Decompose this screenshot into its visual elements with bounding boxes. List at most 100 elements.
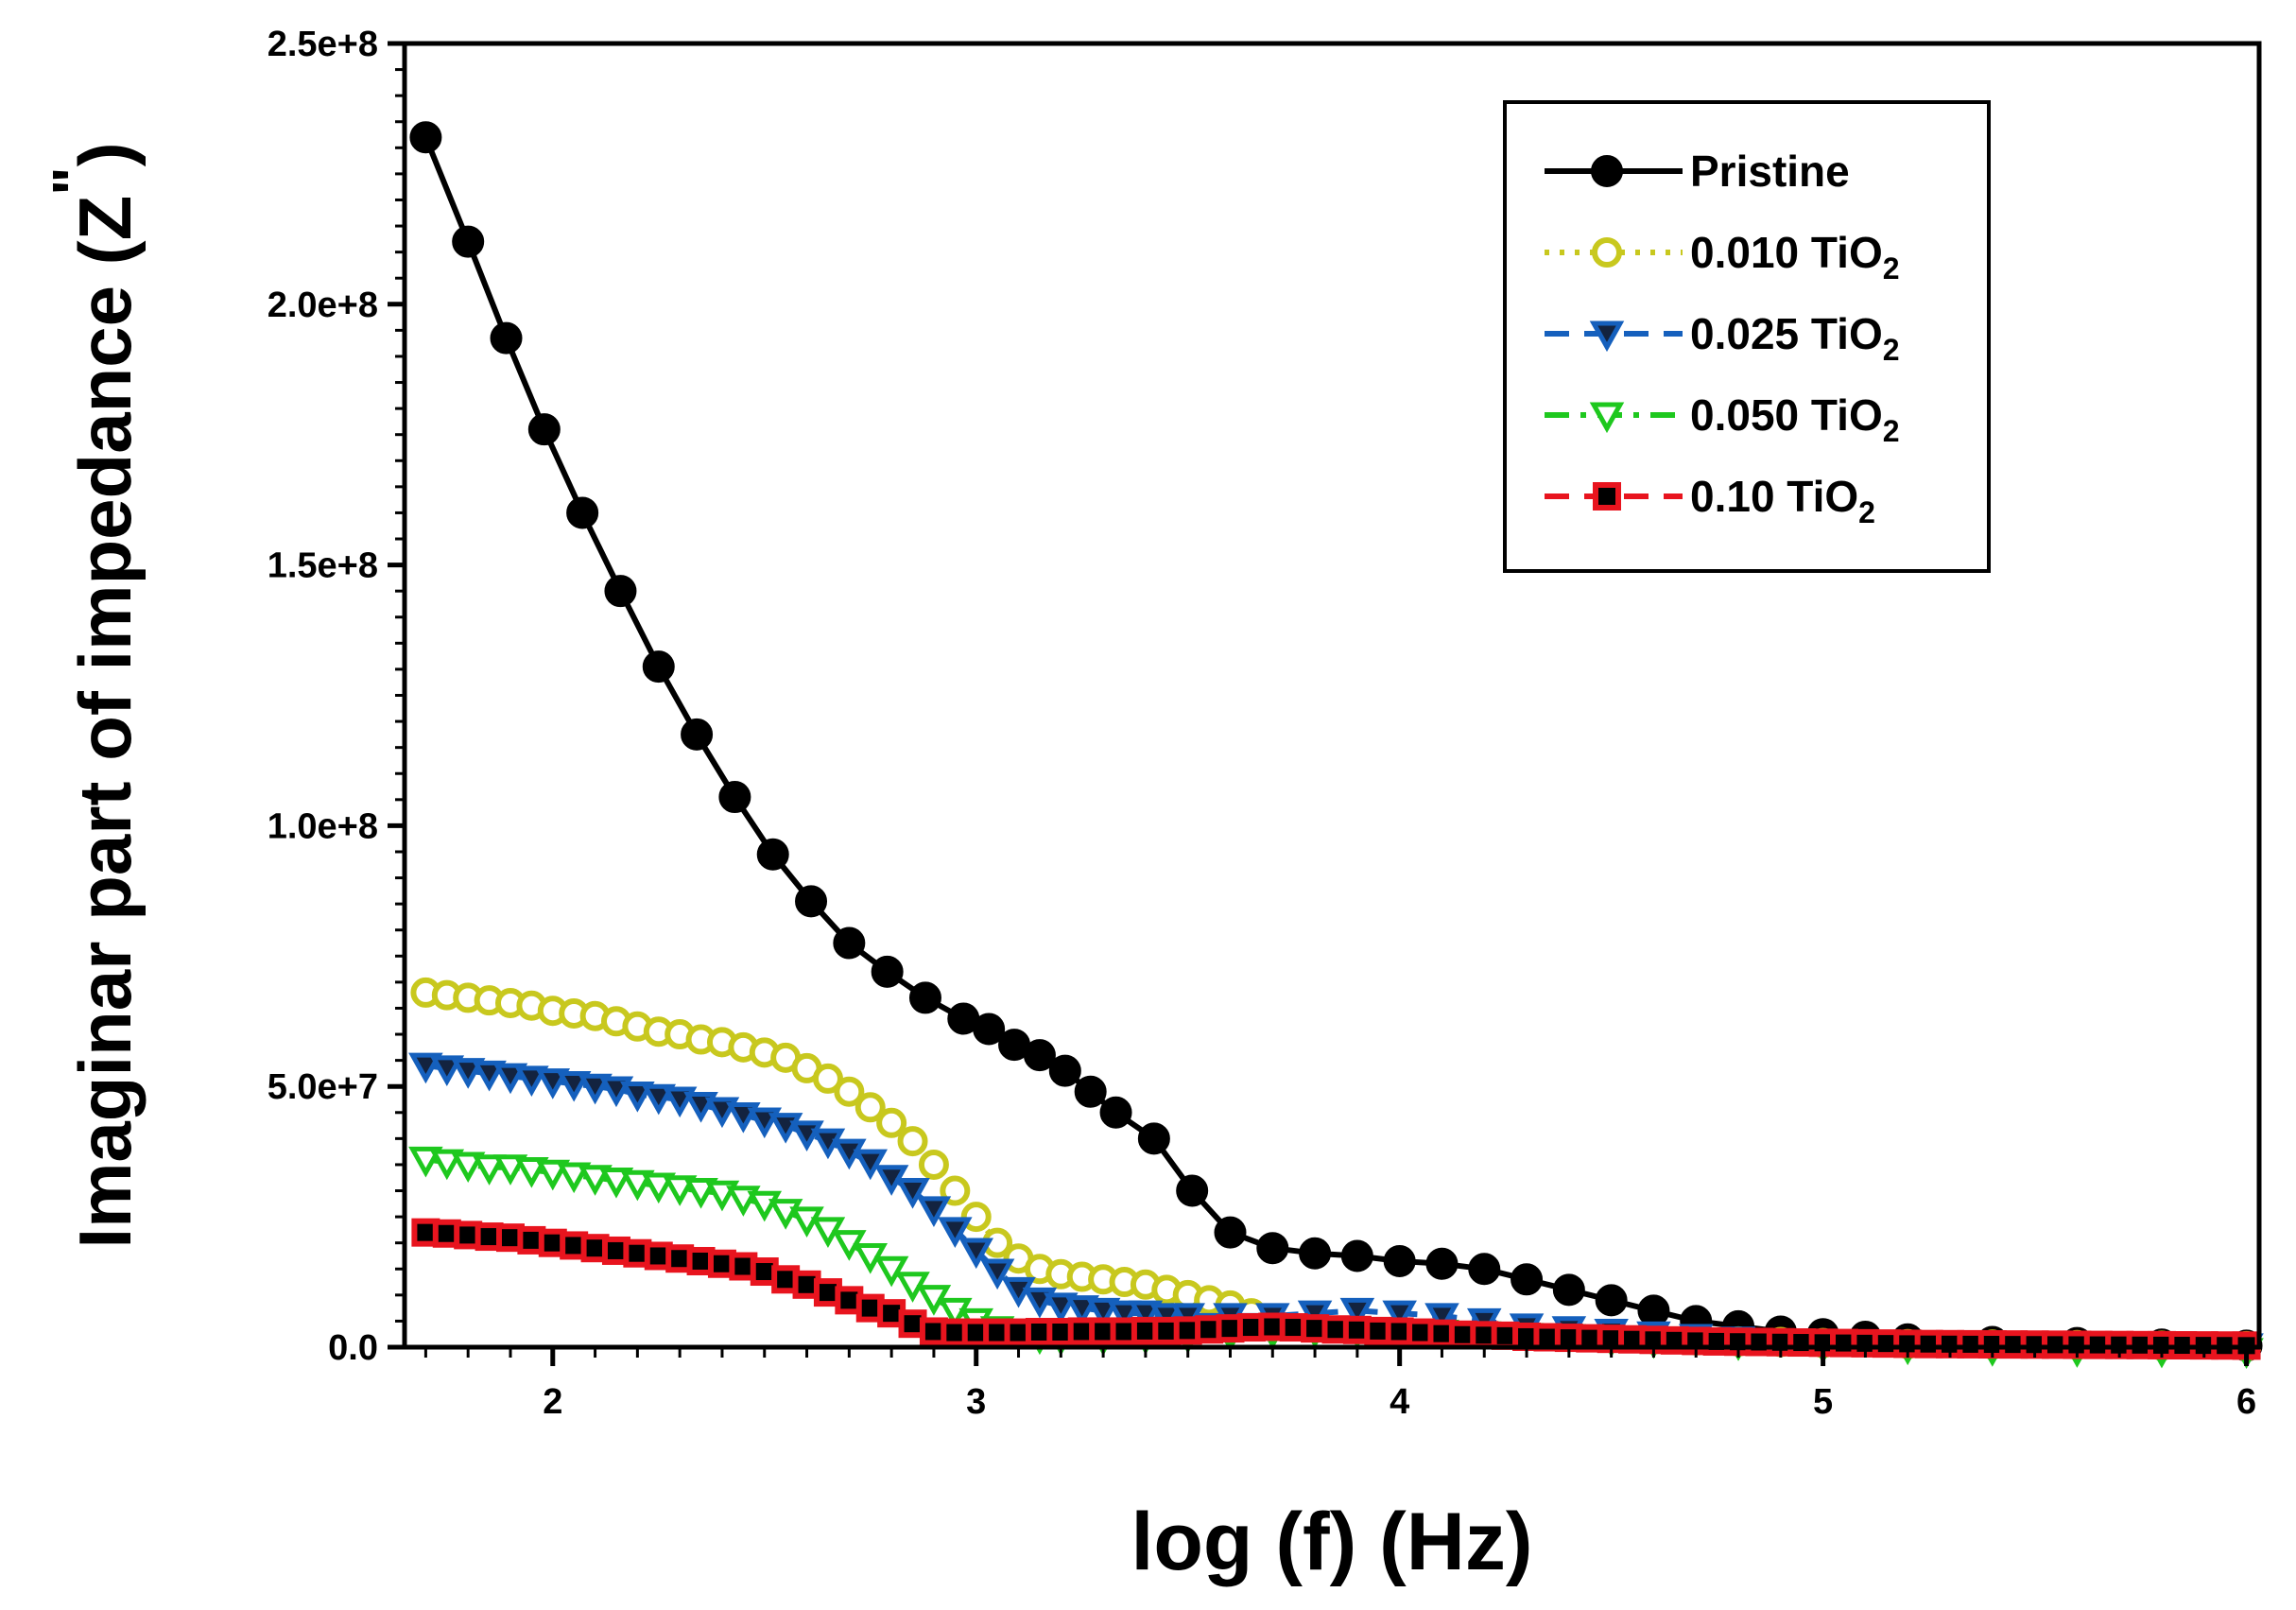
- y-tick-label: 1.0e+8: [268, 806, 378, 846]
- marker-point: [566, 496, 599, 529]
- marker-point: [960, 1202, 992, 1233]
- marker-point: [876, 1107, 907, 1138]
- y-axis-title-superscript: ": [40, 166, 108, 195]
- marker-point: [897, 1126, 928, 1157]
- x-tick-label: 3: [966, 1382, 986, 1422]
- marker-point: [1593, 482, 1621, 511]
- marker-point: [598, 1167, 634, 1199]
- marker-point: [1176, 1174, 1209, 1207]
- legend-entry-2: 0.025 TiO2: [1545, 309, 1900, 367]
- marker-point: [535, 1068, 571, 1099]
- marker-point: [556, 1162, 592, 1194]
- marker-point: [1099, 1096, 1132, 1129]
- marker-point: [1340, 1239, 1373, 1272]
- y-axis-title: Imaginar part of impedance (Z"): [40, 142, 147, 1248]
- legend-label-subscript: 2: [1883, 414, 1900, 448]
- legend-label-subscript: 2: [1883, 251, 1900, 286]
- marker-point: [1044, 1292, 1079, 1324]
- marker-point: [1589, 402, 1625, 434]
- marker-point: [681, 718, 714, 751]
- marker-point: [908, 981, 941, 1014]
- marker-point: [871, 955, 904, 988]
- marker-point: [1589, 320, 1625, 353]
- marker-point: [1107, 1300, 1142, 1332]
- marker-point: [958, 1238, 993, 1270]
- marker-point: [408, 1146, 443, 1178]
- marker-point: [853, 1149, 889, 1181]
- marker-point: [662, 1175, 698, 1206]
- marker-point: [527, 413, 561, 446]
- marker-point: [756, 838, 789, 871]
- legend-label-subscript: 2: [1883, 333, 1900, 367]
- marker-point: [450, 1058, 486, 1089]
- legend-label: 0.025 TiO2: [1690, 309, 1900, 367]
- svg-text:Imaginar part of impedance (Z": Imaginar part of impedance (Z"): [40, 142, 147, 1248]
- marker-point: [578, 1073, 613, 1105]
- marker-point: [1137, 1122, 1170, 1155]
- marker-point: [429, 1149, 465, 1181]
- marker-point: [979, 1258, 1015, 1290]
- legend-entry-0: Pristine: [1545, 147, 1850, 196]
- x-axis-title: log (f) (Hz): [1131, 1497, 1532, 1587]
- marker-point: [895, 1178, 930, 1209]
- legend-label-text: Pristine: [1690, 147, 1850, 196]
- marker-point: [1339, 1297, 1375, 1329]
- marker-point: [873, 1255, 909, 1288]
- y-tick-label: 2.0e+8: [268, 286, 378, 325]
- series-2: [408, 1052, 2264, 1365]
- legend-label: 0.010 TiO2: [1690, 228, 1900, 286]
- series-1: [410, 977, 2262, 1361]
- y-tick-label: 1.5e+8: [268, 546, 378, 586]
- marker-point: [604, 575, 637, 608]
- marker-point: [514, 1156, 549, 1188]
- marker-point: [1074, 1075, 1107, 1108]
- axes: 0.0 5.0e+7 1.0e+8 1.5e+8 2.0e+8 2.5e+8 2 3 4 5 6: [268, 25, 2256, 1422]
- y-tick-label: 2.5e+8: [268, 25, 378, 64]
- marker-point: [973, 1013, 1006, 1046]
- legend-entry-4: 0.10 TiO2: [1545, 472, 1875, 529]
- marker-point: [620, 1169, 655, 1202]
- marker-point: [1511, 1263, 1544, 1296]
- marker-point: [450, 1151, 486, 1184]
- marker-point: [535, 1159, 571, 1191]
- marker-point: [492, 1063, 528, 1095]
- y-axis-title-close: ): [63, 142, 147, 166]
- marker-point: [620, 1081, 655, 1113]
- marker-point: [918, 1149, 949, 1180]
- marker-point: [1214, 1216, 1247, 1249]
- series-4: [411, 1218, 2261, 1360]
- marker-point: [1591, 155, 1623, 187]
- marker-point: [1383, 1244, 1416, 1277]
- x-tick-label: 6: [2236, 1382, 2256, 1422]
- y-axis-title-main: Imaginar part of impedance (Z: [63, 196, 147, 1249]
- y-tick-label: 5.0e+7: [268, 1067, 378, 1107]
- marker-point: [641, 1172, 677, 1204]
- marker-point: [1595, 1284, 1628, 1317]
- marker-point: [1085, 1297, 1121, 1329]
- marker-point: [514, 1065, 549, 1098]
- marker-point: [1128, 1300, 1164, 1332]
- legend-label: Pristine: [1690, 147, 1850, 196]
- legend-label: 0.10 TiO2: [1690, 472, 1875, 529]
- marker-point: [834, 1076, 865, 1107]
- legend-label: 0.050 TiO2: [1690, 390, 1900, 448]
- legend-label-text: 0.050 TiO: [1690, 390, 1883, 440]
- marker-point: [1256, 1232, 1289, 1265]
- marker-point: [408, 1052, 443, 1084]
- marker-point: [492, 1154, 528, 1186]
- legend-label-subscript: 2: [1858, 495, 1875, 529]
- marker-point: [1424, 1303, 1459, 1335]
- x-tick-label: 2: [543, 1382, 562, 1422]
- marker-point: [795, 885, 828, 918]
- marker-point: [718, 781, 751, 814]
- marker-point: [641, 1083, 677, 1116]
- marker-point: [938, 1217, 973, 1249]
- x-tick-label: 5: [1813, 1382, 1833, 1422]
- y-tick-label: 0.0: [328, 1328, 378, 1368]
- marker-point: [409, 121, 442, 154]
- marker-point: [472, 1154, 507, 1186]
- legend-entry-1: 0.010 TiO2: [1545, 228, 1900, 286]
- marker-point: [1299, 1237, 1332, 1270]
